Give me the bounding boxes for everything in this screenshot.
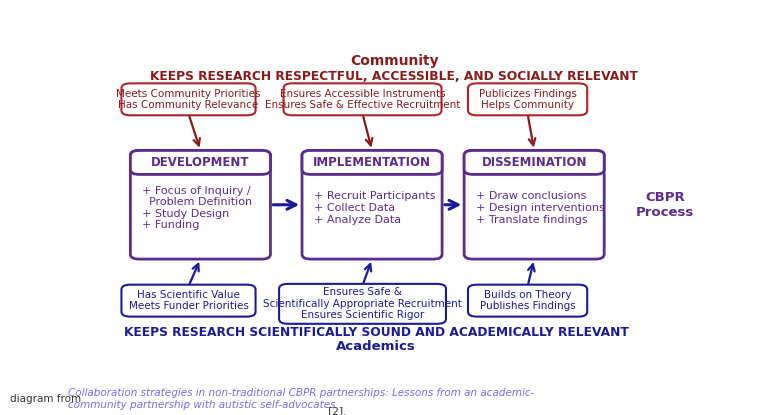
- FancyBboxPatch shape: [131, 151, 271, 259]
- Text: DEVELOPMENT: DEVELOPMENT: [151, 156, 250, 169]
- Text: Academics: Academics: [336, 340, 416, 353]
- Text: KEEPS RESEARCH RESPECTFUL, ACCESSIBLE, AND SOCIALLY RELEVANT: KEEPS RESEARCH RESPECTFUL, ACCESSIBLE, A…: [150, 69, 638, 83]
- FancyBboxPatch shape: [302, 151, 442, 174]
- Text: IMPLEMENTATION: IMPLEMENTATION: [313, 156, 431, 169]
- FancyBboxPatch shape: [122, 83, 255, 115]
- Text: + Focus of Inquiry /
  Problem Definition
+ Study Design
+ Funding: + Focus of Inquiry / Problem Definition …: [142, 186, 252, 230]
- Text: + Draw conclusions
+ Design interventions
+ Translate findings: + Draw conclusions + Design intervention…: [476, 191, 604, 225]
- FancyBboxPatch shape: [284, 83, 441, 115]
- Text: DISSEMINATION: DISSEMINATION: [481, 156, 587, 169]
- Text: + Recruit Participants
+ Collect Data
+ Analyze Data: + Recruit Participants + Collect Data + …: [314, 191, 435, 225]
- FancyBboxPatch shape: [468, 83, 588, 115]
- FancyBboxPatch shape: [464, 151, 604, 174]
- Text: Publicizes Findings
Helps Community: Publicizes Findings Helps Community: [478, 88, 577, 110]
- Text: CBPR
Process: CBPR Process: [636, 191, 694, 219]
- Text: Ensures Accessible Instruments
Ensures Safe & Effective Recruitment: Ensures Accessible Instruments Ensures S…: [265, 88, 460, 110]
- Text: KEEPS RESEARCH SCIENTIFICALLY SOUND AND ACADEMICALLY RELEVANT: KEEPS RESEARCH SCIENTIFICALLY SOUND AND …: [124, 326, 629, 339]
- FancyBboxPatch shape: [464, 151, 604, 259]
- Text: Meets Community Priorities
Has Community Relevance: Meets Community Priorities Has Community…: [116, 88, 261, 110]
- Text: Ensures Safe &
Scientifically Appropriate Recruitment
Ensures Scientific Rigor: Ensures Safe & Scientifically Appropriat…: [263, 287, 462, 320]
- Text: Has Scientific Value
Meets Funder Priorities: Has Scientific Value Meets Funder Priori…: [128, 290, 248, 311]
- Text: diagram from: diagram from: [10, 394, 85, 404]
- FancyBboxPatch shape: [302, 151, 442, 259]
- FancyBboxPatch shape: [279, 284, 446, 324]
- Text: Builds on Theory
Publishes Findings: Builds on Theory Publishes Findings: [480, 290, 575, 311]
- Text: Collaboration strategies in non-traditional CBPR partnerships: Lessons from an a: Collaboration strategies in non-traditio…: [68, 388, 534, 410]
- FancyBboxPatch shape: [468, 285, 588, 317]
- FancyBboxPatch shape: [131, 151, 271, 174]
- FancyBboxPatch shape: [122, 285, 255, 317]
- Text: [2].: [2].: [325, 406, 346, 415]
- Text: Community: Community: [350, 54, 438, 68]
